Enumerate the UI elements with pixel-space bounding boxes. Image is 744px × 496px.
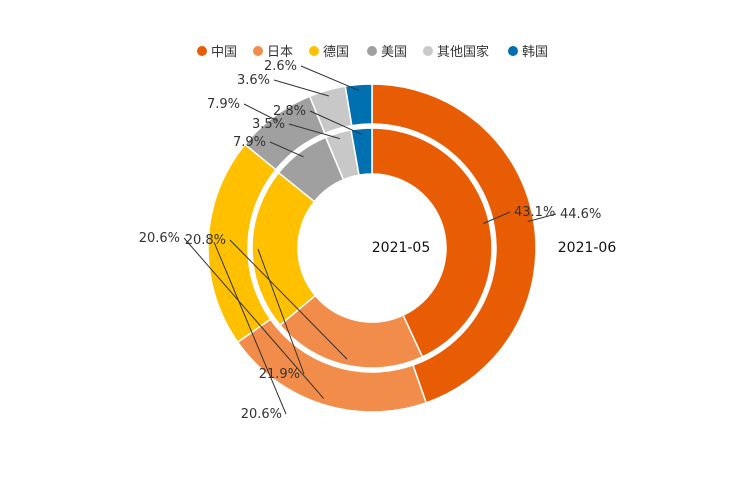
- legend-label[interactable]: 德国: [323, 45, 349, 60]
- legend-swatch[interactable]: [253, 46, 263, 56]
- legend-label[interactable]: 日本: [267, 45, 293, 60]
- legend-swatch[interactable]: [367, 46, 377, 56]
- outer-slice-label: 2.6%: [264, 59, 297, 74]
- inner-slice-label: 21.9%: [259, 367, 300, 382]
- leader-line: [273, 79, 329, 97]
- leader-line: [309, 110, 363, 135]
- outer-slice-0[interactable]: [371, 83, 537, 404]
- outer-slice-label: 7.9%: [207, 97, 240, 112]
- leader-lines: [183, 65, 557, 415]
- chart-legend: 中国 日本 德国 美国 其他国家 韩国: [197, 44, 548, 60]
- inner-slice-label: 43.1%: [514, 205, 555, 220]
- rings: [207, 83, 537, 413]
- inner-slice-label: 7.9%: [233, 135, 266, 150]
- inner-slice-label: 2.8%: [273, 104, 306, 119]
- outer-slice-label: 3.6%: [237, 73, 270, 88]
- legend-swatch[interactable]: [423, 46, 433, 56]
- legend-label[interactable]: 中国: [211, 45, 237, 60]
- outer-slice-label: 20.6%: [241, 407, 282, 422]
- inner-slice-5[interactable]: [350, 127, 373, 177]
- leader-line: [183, 237, 324, 399]
- leader-line: [257, 248, 305, 375]
- legend-label[interactable]: 其他国家: [437, 44, 489, 60]
- outer-slice-label: 20.6%: [139, 231, 180, 246]
- outer-ring-series-name: 2021-06: [558, 240, 617, 256]
- leader-line: [213, 242, 287, 415]
- legend-label[interactable]: 美国: [381, 45, 407, 60]
- legend-label[interactable]: 韩国: [522, 45, 548, 60]
- leader-line: [269, 141, 304, 158]
- leader-line: [243, 103, 279, 122]
- leader-line: [229, 239, 348, 360]
- leader-line: [300, 65, 360, 91]
- legend-swatch[interactable]: [309, 46, 319, 56]
- inner-ring-series-name: 2021-05: [372, 240, 431, 256]
- slice-labels: 43.1% 20.8% 21.9% 7.9% 3.5%2.8% 44.6% 20.6% 20.…: [139, 59, 602, 422]
- legend-swatch[interactable]: [508, 46, 518, 56]
- legend-swatch[interactable]: [197, 46, 207, 56]
- inner-slice-label: 3.5%: [252, 117, 285, 132]
- inner-slice-label: 20.8%: [185, 233, 226, 248]
- leader-line: [483, 211, 511, 224]
- leader-line: [288, 123, 340, 140]
- outer-slice-5[interactable]: [344, 83, 373, 127]
- inner-slice-0[interactable]: [371, 127, 493, 358]
- outer-slice-label: 44.6%: [560, 207, 601, 222]
- leader-line: [527, 213, 557, 223]
